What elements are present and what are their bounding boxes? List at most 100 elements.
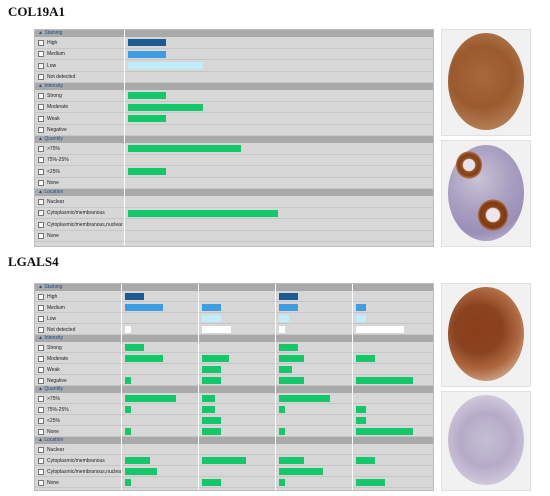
bar-negative-3 bbox=[356, 377, 413, 384]
row-label: Moderate bbox=[38, 353, 68, 364]
row-nuclear: Nuclear bbox=[35, 444, 433, 455]
row-negative: Negative bbox=[35, 125, 433, 137]
row-label-text: Negative bbox=[47, 377, 67, 384]
row-checkbox[interactable] bbox=[38, 210, 44, 217]
row-label-text: High bbox=[47, 39, 58, 46]
row-checkbox[interactable] bbox=[38, 479, 44, 486]
row-checkbox[interactable] bbox=[38, 92, 44, 99]
bar-moderate-0 bbox=[128, 103, 203, 111]
row-75-25-: 75%-25% bbox=[35, 155, 433, 167]
row-label-text: Cytoplasmic/membranous bbox=[47, 210, 105, 217]
row-checkbox[interactable] bbox=[38, 180, 44, 187]
bar-strong-0 bbox=[125, 344, 144, 351]
row-checkbox[interactable] bbox=[38, 457, 44, 464]
row-label-text: Cytoplasmic/membranous,nuclear bbox=[47, 221, 123, 228]
row-label: Cytoplasmic/membranous,nuclear bbox=[38, 466, 123, 477]
row-checkbox[interactable] bbox=[38, 377, 44, 384]
section-header-quantity[interactable]: ▲ Quantity bbox=[35, 386, 433, 393]
row-checkbox[interactable] bbox=[38, 417, 44, 424]
row-high: High bbox=[35, 291, 433, 302]
row-label-text: Nuclear bbox=[47, 446, 65, 453]
row-checkbox[interactable] bbox=[38, 366, 44, 373]
row-label-text: Not detected bbox=[47, 326, 76, 333]
bar-none-0 bbox=[125, 479, 131, 486]
bar-cytoplasmic-membranous-0 bbox=[128, 209, 278, 217]
bar-none-2 bbox=[279, 479, 285, 486]
section-header-staining[interactable]: ▲ Staining bbox=[35, 30, 433, 37]
row-label: >75% bbox=[38, 393, 60, 404]
row-low: Low bbox=[35, 60, 433, 72]
bar-cytoplasmic-membranous-3 bbox=[356, 457, 375, 464]
section-header-location[interactable]: ▲ Location bbox=[35, 189, 433, 196]
row-label: Nuclear bbox=[38, 444, 64, 455]
bar--75--2 bbox=[279, 395, 331, 402]
bar-none-2 bbox=[279, 428, 285, 435]
row-checkbox[interactable] bbox=[38, 395, 44, 402]
row-label-text: None bbox=[47, 233, 59, 240]
row-checkbox[interactable] bbox=[38, 127, 44, 134]
row-label: Weak bbox=[38, 113, 60, 125]
row-checkbox[interactable] bbox=[38, 198, 44, 205]
row-label-text: None bbox=[47, 180, 59, 187]
row-label: Medium bbox=[38, 302, 65, 313]
row-label: Weak bbox=[38, 364, 60, 375]
row-label: Strong bbox=[38, 342, 62, 353]
row-checkbox[interactable] bbox=[38, 344, 44, 351]
row--25-: <25% bbox=[35, 415, 433, 426]
row-checkbox[interactable] bbox=[38, 446, 44, 453]
row-checkbox[interactable] bbox=[38, 62, 44, 69]
row-label-text: Cytoplasmic/membranous,nuclear bbox=[47, 468, 123, 475]
row-checkbox[interactable] bbox=[38, 115, 44, 122]
group-divider bbox=[121, 284, 122, 490]
row-checkbox[interactable] bbox=[38, 233, 44, 240]
row-checkbox[interactable] bbox=[38, 39, 44, 46]
row-checkbox[interactable] bbox=[38, 145, 44, 152]
row-checkbox[interactable] bbox=[38, 315, 44, 322]
section-header-location[interactable]: ▲ Location bbox=[35, 437, 433, 444]
row-checkbox[interactable] bbox=[38, 406, 44, 413]
bar-weak-0 bbox=[128, 115, 166, 123]
group-divider bbox=[275, 284, 276, 490]
group-divider bbox=[352, 284, 353, 490]
row-checkbox[interactable] bbox=[38, 304, 44, 311]
row-label: Nuclear bbox=[38, 196, 64, 208]
row-checkbox[interactable] bbox=[38, 168, 44, 175]
gene-title-lgals4: LGALS4 bbox=[8, 254, 59, 269]
row-checkbox[interactable] bbox=[38, 355, 44, 362]
bar-moderate-1 bbox=[202, 355, 229, 362]
row-checkbox[interactable] bbox=[38, 468, 44, 475]
row-checkbox[interactable] bbox=[38, 428, 44, 435]
row-label-text: Weak bbox=[47, 115, 60, 122]
row-checkbox[interactable] bbox=[38, 51, 44, 58]
row-medium: Medium bbox=[35, 302, 433, 313]
bar--75--1 bbox=[202, 395, 216, 402]
row-label: Strong bbox=[38, 90, 62, 102]
bar-none-1 bbox=[202, 479, 221, 486]
bar-none-1 bbox=[202, 428, 221, 435]
row-checkbox[interactable] bbox=[38, 74, 44, 81]
row-label-text: >75% bbox=[47, 145, 60, 152]
row-label-text: None bbox=[47, 428, 59, 435]
row-cytoplasmic-membranous-nuclear: Cytoplasmic/membranous,nuclear bbox=[35, 219, 433, 231]
row-cytoplasmic-membranous: Cytoplasmic/membranous bbox=[35, 208, 433, 219]
row-checkbox[interactable] bbox=[38, 157, 44, 164]
row-label-text: Moderate bbox=[47, 104, 69, 111]
row-checkbox[interactable] bbox=[38, 326, 44, 333]
row-label: >75% bbox=[38, 143, 60, 155]
bar-medium-1 bbox=[202, 304, 221, 311]
section-header-quantity[interactable]: ▲ Quantity bbox=[35, 136, 433, 143]
row-label: 75%-25% bbox=[38, 404, 69, 415]
section-header-intensity[interactable]: ▲ Intensity bbox=[35, 83, 433, 90]
row-label: Negative bbox=[38, 125, 67, 137]
row-none: None bbox=[35, 426, 433, 437]
bar--75--0 bbox=[125, 395, 177, 402]
row-checkbox[interactable] bbox=[38, 104, 44, 111]
section-header-staining[interactable]: ▲ Staining bbox=[35, 284, 433, 291]
row-checkbox[interactable] bbox=[38, 221, 44, 228]
tissue-image-lgals4-1 bbox=[441, 283, 531, 387]
row-label: 75%-25% bbox=[38, 155, 69, 167]
row--25-: <25% bbox=[35, 166, 433, 178]
bar-not-detected-1 bbox=[202, 326, 231, 333]
section-header-intensity[interactable]: ▲ Intensity bbox=[35, 335, 433, 342]
row-checkbox[interactable] bbox=[38, 293, 44, 300]
